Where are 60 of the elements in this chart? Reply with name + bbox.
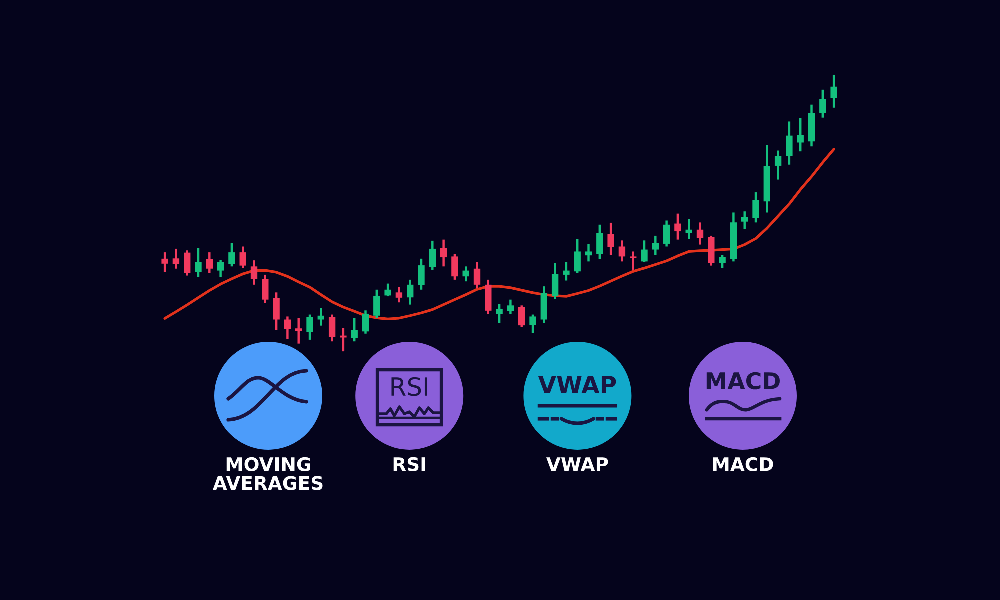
text: VWAP xyxy=(546,458,608,472)
candlestick xyxy=(641,240,648,264)
text: MOVING AVERAGES xyxy=(212,457,323,490)
candlestick xyxy=(719,254,726,270)
candlestick xyxy=(429,240,436,272)
candlestick xyxy=(384,282,392,298)
candlestick xyxy=(418,258,425,292)
candlestick xyxy=(296,316,302,345)
text: MACD xyxy=(713,457,774,472)
candlestick xyxy=(474,261,481,290)
candlestick xyxy=(273,292,280,332)
candlestick xyxy=(284,316,292,340)
candlestick xyxy=(172,248,180,270)
candlestick xyxy=(262,274,269,304)
candlestick xyxy=(742,210,748,230)
candlestick xyxy=(752,191,760,224)
candlestick xyxy=(462,266,470,283)
candlestick xyxy=(674,212,682,241)
text: RSI xyxy=(392,377,428,396)
candlestick xyxy=(618,240,626,263)
candlestick xyxy=(452,253,458,282)
candlestick xyxy=(396,286,403,304)
candlestick xyxy=(585,243,592,263)
candlestick xyxy=(797,117,804,153)
candlestick xyxy=(351,316,358,343)
candlestick xyxy=(407,278,414,306)
candlestick xyxy=(162,251,168,274)
candlestick xyxy=(652,234,659,256)
candlestick xyxy=(663,220,670,248)
candlestick xyxy=(820,88,826,119)
candlestick xyxy=(184,250,191,277)
candlestick xyxy=(830,74,838,110)
candlestick xyxy=(362,310,370,335)
candlestick xyxy=(440,238,448,268)
candlestick xyxy=(374,288,380,320)
text: RSI xyxy=(394,457,426,472)
candlestick xyxy=(608,222,614,256)
candlestick xyxy=(530,314,536,334)
candlestick xyxy=(496,303,503,324)
candlestick xyxy=(250,259,258,286)
candlestick xyxy=(574,238,581,274)
candlestick xyxy=(774,150,782,181)
candlestick xyxy=(306,314,314,342)
candlestick xyxy=(518,304,526,329)
candlestick xyxy=(328,314,336,343)
candlestick xyxy=(318,307,324,327)
candlestick xyxy=(696,222,704,246)
candlestick xyxy=(195,247,202,278)
candlestick xyxy=(552,262,559,300)
candlestick xyxy=(228,242,236,268)
text: VWAP xyxy=(538,376,616,394)
candlestick xyxy=(507,298,514,316)
candlestick xyxy=(596,224,604,260)
candlestick xyxy=(786,120,793,166)
candlestick xyxy=(563,261,570,282)
candlestick xyxy=(217,258,224,278)
candlestick xyxy=(630,250,637,272)
text: MACD xyxy=(706,372,780,390)
candlestick xyxy=(240,246,246,270)
candlestick xyxy=(206,251,213,274)
